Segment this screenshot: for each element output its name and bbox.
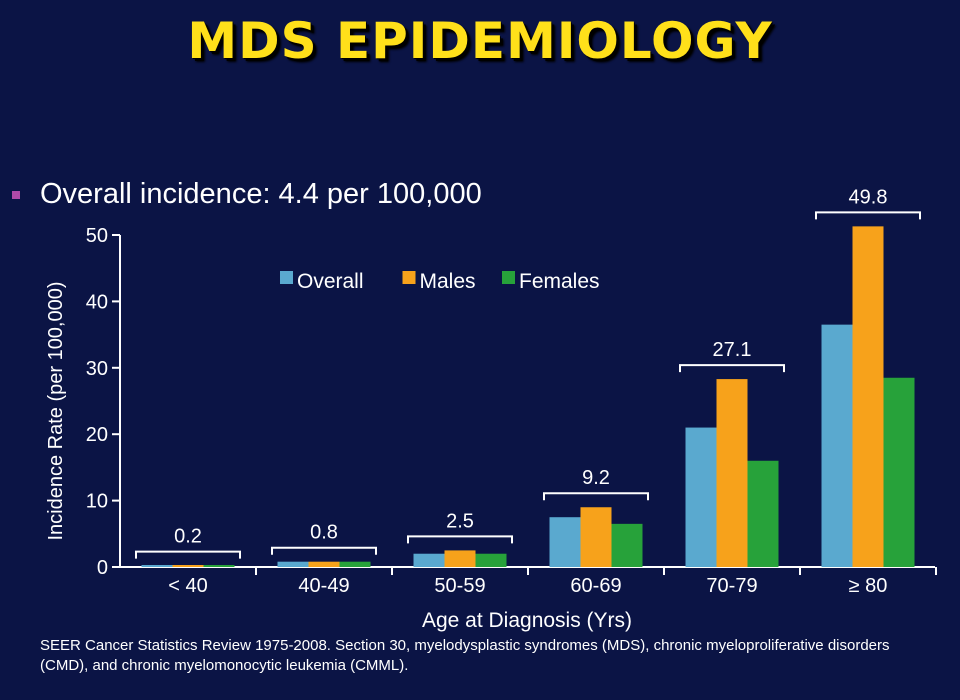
x-tick-label: 50-59 xyxy=(434,575,485,597)
legend-swatch-females xyxy=(502,271,515,284)
bar-females xyxy=(747,460,779,567)
x-axis-label: Age at Diagnosis (Yrs) xyxy=(422,609,632,632)
bar-overall xyxy=(549,517,581,567)
group-bracket xyxy=(271,546,377,555)
legend-swatch-males xyxy=(402,271,416,284)
y-tick-label: 40 xyxy=(86,291,108,313)
legend-label-males: Males xyxy=(420,270,476,293)
group-value-label: 0.8 xyxy=(310,522,338,544)
bar-overall xyxy=(141,565,173,567)
bar-females xyxy=(339,561,371,567)
group-bracket xyxy=(543,492,649,501)
group-bracket xyxy=(135,550,241,559)
group-value-label: 0.2 xyxy=(174,526,202,548)
bar-overall xyxy=(277,561,309,567)
bar-overall xyxy=(685,427,717,567)
source-citation: SEER Cancer Statistics Review 1975-2008.… xyxy=(40,637,890,674)
legend-swatch-overall xyxy=(280,271,293,284)
legend-label-overall: Overall xyxy=(297,270,364,293)
bar-males xyxy=(580,507,612,567)
x-tick-label: 60-69 xyxy=(570,575,621,597)
x-tick-label: 40-49 xyxy=(298,575,349,597)
y-axis-label: Incidence Rate (per 100,000) xyxy=(45,281,67,540)
overall-incidence-bullet: Overall incidence: 4.4 per 100,000 xyxy=(12,178,482,211)
bar-females xyxy=(611,523,643,567)
y-tick-label: 20 xyxy=(86,424,108,446)
bar-males xyxy=(444,550,476,567)
slide-title: MDS EPIDEMIOLOGY xyxy=(187,12,773,70)
x-tick-label: 70-79 xyxy=(706,575,757,597)
group-value-label: 49.8 xyxy=(849,186,888,208)
group-bracket xyxy=(407,535,513,544)
bar-males xyxy=(308,561,340,567)
overall-incidence-text: Overall incidence: 4.4 per 100,000 xyxy=(40,178,482,210)
y-tick-label: 30 xyxy=(86,358,108,380)
group-value-label: 2.5 xyxy=(446,510,474,532)
y-tick-label: 10 xyxy=(86,491,108,513)
bar-overall xyxy=(821,324,853,567)
group-bracket xyxy=(679,364,785,373)
bullet-square-icon xyxy=(12,190,20,199)
bar-overall xyxy=(413,553,445,567)
group-bracket xyxy=(815,211,921,220)
bar-females xyxy=(475,553,507,567)
x-tick-label: < 40 xyxy=(168,575,207,597)
bar-males xyxy=(172,565,204,567)
legend-label-females: Females xyxy=(519,270,600,293)
bar-females xyxy=(883,377,915,567)
group-value-label: 27.1 xyxy=(713,339,752,361)
y-tick-label: 50 xyxy=(86,225,108,247)
x-tick-label: ≥ 80 xyxy=(849,575,888,597)
y-tick-label: 0 xyxy=(97,557,108,579)
bar-males xyxy=(716,379,748,567)
bar-males xyxy=(852,226,884,568)
group-value-label: 9.2 xyxy=(582,467,610,489)
bar-females xyxy=(203,565,235,567)
